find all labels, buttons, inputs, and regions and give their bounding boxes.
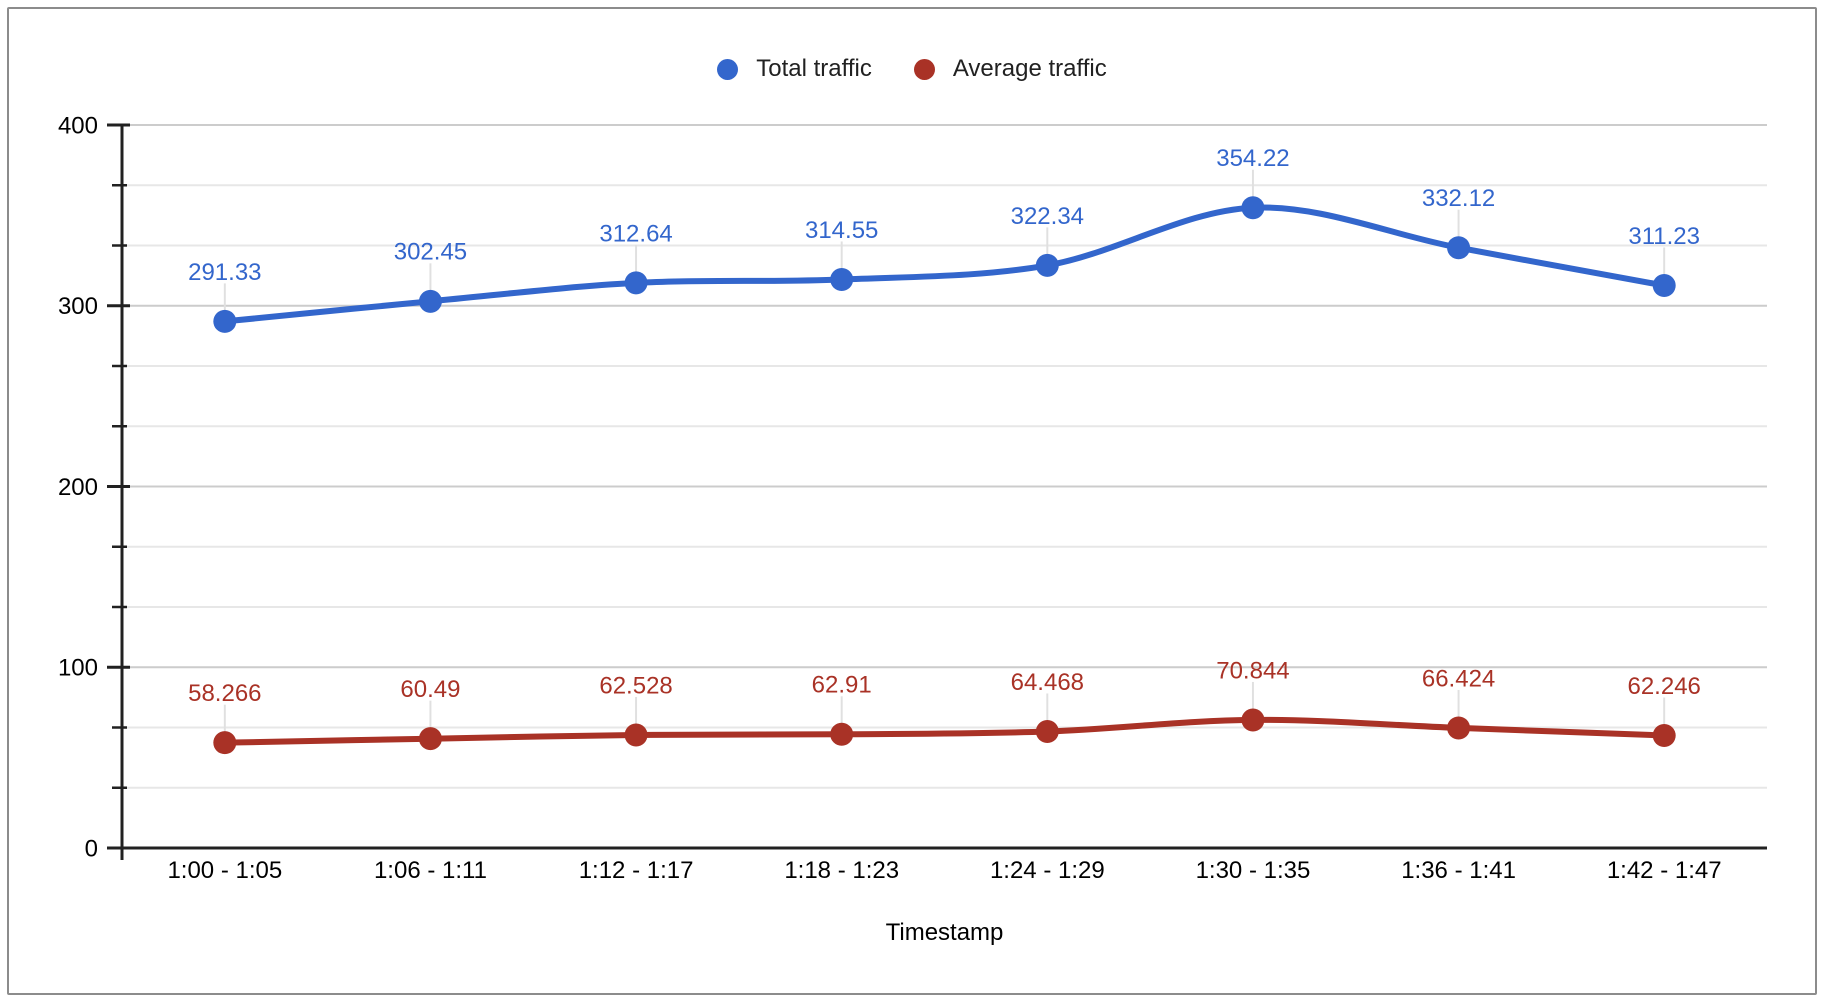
x-tick-label: 1:12 - 1:17 [579,857,694,884]
y-gridlines [122,124,1767,789]
legend-item-total-traffic[interactable]: Total traffic [717,57,872,81]
data-point-label: 64.468 [1011,669,1084,696]
data-point-marker[interactable] [1035,719,1059,743]
legend-item-average-traffic[interactable]: Average traffic [913,55,1107,82]
data-point-marker[interactable] [830,722,854,746]
series-total-traffic: 291.33 302.45 312.64 314.55 322.34 354.22 332.… [188,145,1700,333]
x-tick-label: 1:00 - 1:05 [167,857,282,884]
series-line [221,716,1668,746]
y-tick-label: 100 [58,655,98,682]
chart-legend: Total traffic Average traffic [0,46,1824,92]
x-tick-label: 1:18 - 1:23 [784,857,899,884]
data-point-marker[interactable] [1241,196,1265,220]
data-point-label: 70.844 [1216,657,1289,684]
legend-dot-icon [913,58,935,80]
legend-dot-icon [717,58,739,80]
data-point-marker[interactable] [1241,708,1265,732]
data-point-label: 62.528 [599,672,672,699]
y-axis-ticks: 0 100 200 300 400 [58,112,130,862]
legend-label: Average traffic [952,55,1107,82]
x-tick-label: 1:06 - 1:11 [374,857,487,884]
x-tick-label: 1:24 - 1:29 [990,857,1105,884]
data-point-label: 302.45 [394,239,467,266]
data-point-marker[interactable] [1447,236,1471,260]
data-point-label: 312.64 [599,220,672,247]
data-point-marker[interactable] [213,309,237,333]
x-tick-label: 1:42 - 1:47 [1607,857,1722,884]
x-tick-label: 1:36 - 1:41 [1401,857,1516,884]
x-axis-labels: 1:00 - 1:05 1:06 - 1:11 1:12 - 1:17 1:18 - … [167,857,1721,884]
data-point-marker[interactable] [213,731,237,755]
data-point-label: 66.424 [1422,665,1495,692]
data-point-label: 314.55 [805,217,878,244]
data-point-label: 332.12 [1422,185,1495,212]
data-point-label: 354.22 [1216,145,1289,172]
y-tick-label: 0 [85,835,98,862]
data-point-label: 62.91 [812,672,872,699]
x-axis-title: Timestamp [886,919,1004,946]
data-point-marker[interactable] [1652,273,1676,297]
chart-frame [7,7,1817,995]
series-line [221,204,1668,325]
data-point-label: 60.49 [400,676,460,703]
data-point-label: 58.266 [188,680,261,707]
data-point-marker[interactable] [418,289,442,313]
data-point-marker[interactable] [1652,723,1676,747]
data-point-marker[interactable] [624,271,648,295]
y-tick-label: 400 [58,112,98,139]
y-tick-label: 200 [58,474,98,501]
y-tick-label: 300 [58,293,98,320]
data-point-marker[interactable] [1035,253,1059,277]
data-point-marker[interactable] [418,727,442,751]
data-point-label: 62.246 [1627,673,1700,700]
data-point-marker[interactable] [830,267,854,291]
x-tick-label: 1:30 - 1:35 [1196,857,1311,884]
data-point-label: 311.23 [1628,223,1700,250]
legend-label: Total traffic [756,55,872,82]
series-average-traffic: 58.266 60.49 62.528 62.91 64.468 70.844 66.424… [188,657,1701,755]
data-point-marker[interactable] [1447,716,1471,740]
data-point-label: 291.33 [188,259,261,286]
data-point-label: 322.34 [1011,203,1084,230]
data-point-marker[interactable] [624,723,648,747]
